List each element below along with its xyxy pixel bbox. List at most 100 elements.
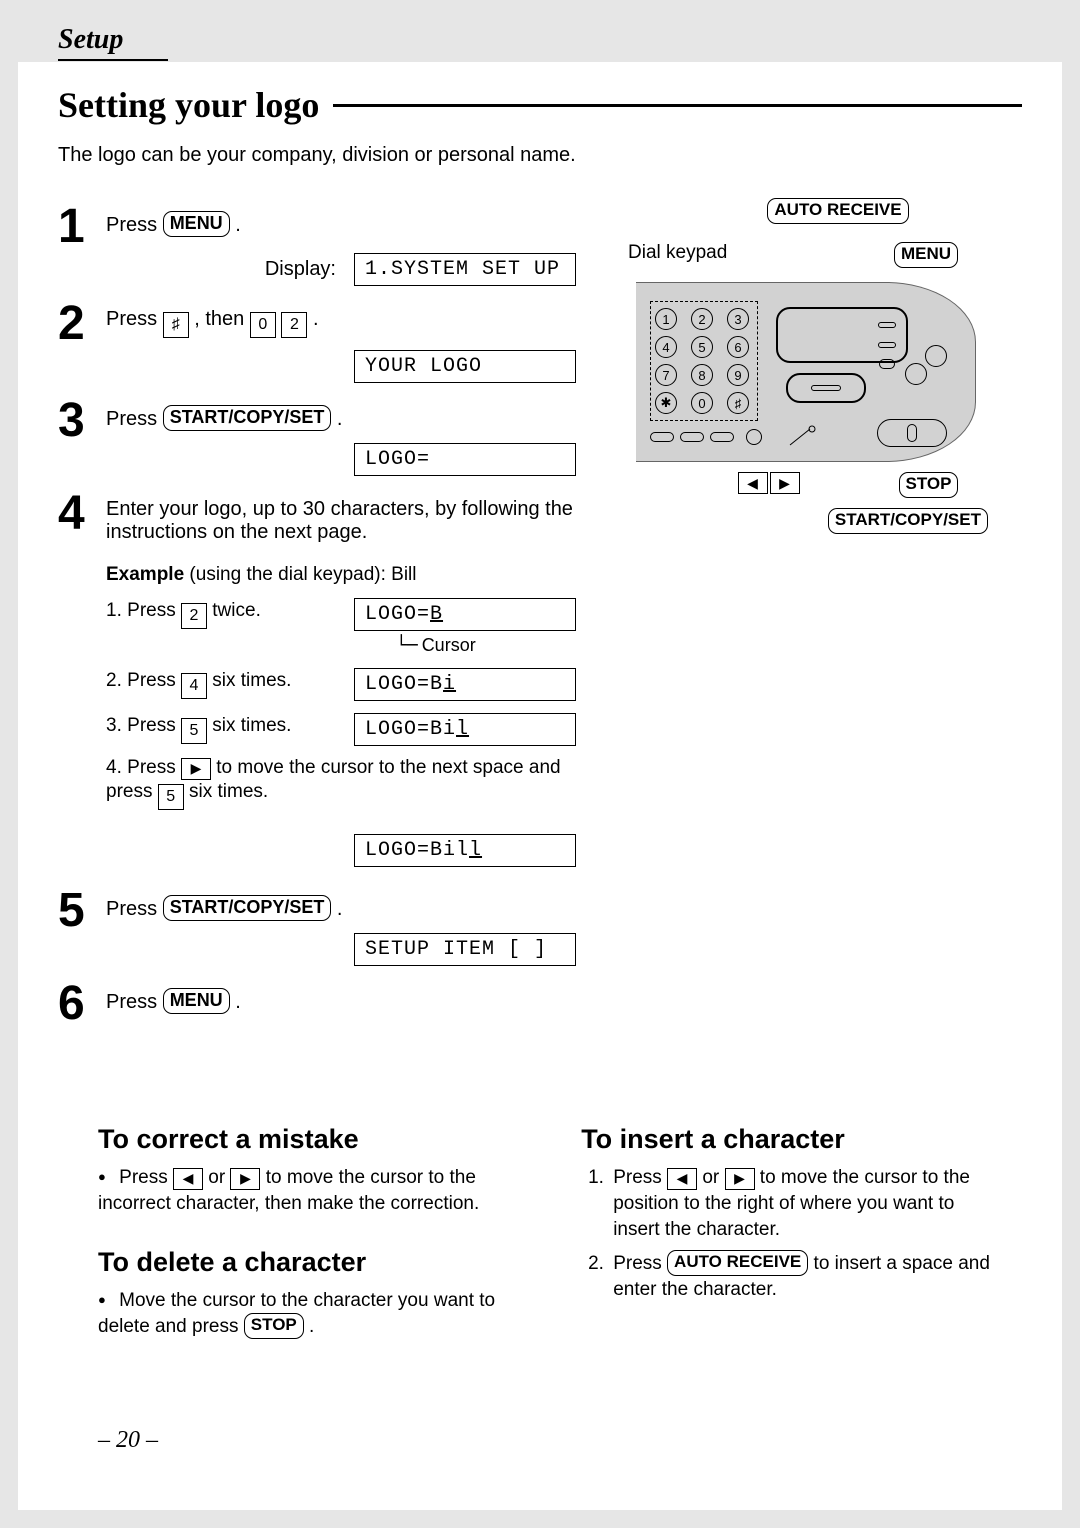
keypad-key: ♯	[727, 392, 749, 414]
stop-label: STOP	[899, 472, 959, 498]
step-number: 5	[58, 887, 92, 935]
lcd-display: LOGO=Bi	[354, 668, 576, 701]
keypad-key: 7	[655, 364, 677, 386]
insert-heading: To insert a character	[581, 1124, 1004, 1155]
substep-text: six times.	[212, 670, 291, 691]
right-arrow-key: ▶	[725, 1168, 755, 1190]
step-text: Enter your logo, up to 30 characters, by…	[106, 498, 573, 543]
lcd-display: SETUP ITEM [ ]	[354, 933, 576, 966]
mic-icon	[786, 425, 822, 447]
lcd-display: LOGO=Bil	[354, 713, 576, 746]
cursor-tick: └─	[396, 635, 418, 656]
header-title: Setup	[58, 18, 168, 61]
intro-text: The logo can be your company, division o…	[58, 144, 1022, 167]
keypad-key: 4	[655, 336, 677, 358]
insert-step-2: Press AUTO RECEIVE to insert a space and…	[609, 1250, 1004, 1302]
right-arrow-key: ▶	[230, 1168, 260, 1190]
right-arrow-icon: ▶	[770, 472, 800, 494]
display-label: Display:	[106, 258, 336, 281]
autoreceive-label: AUTO RECEIVE	[767, 198, 908, 224]
delete-heading: To delete a character	[98, 1247, 521, 1278]
start-button: START/COPY/SET	[163, 405, 332, 431]
substep-text: twice.	[212, 600, 261, 621]
stop-button: STOP	[244, 1313, 304, 1339]
correct-body: Press ◀ or ▶ to move the cursor to the i…	[98, 1165, 521, 1216]
step-text: , then	[194, 308, 244, 330]
keypad-key: 5	[691, 336, 713, 358]
arrow-buttons: ◀▶	[738, 472, 800, 498]
section-title-row: Setting your logo	[58, 84, 1022, 126]
step-4: 4 Enter your logo, up to 30 characters, …	[58, 490, 1022, 867]
pill-button	[680, 432, 704, 442]
step-6: 6 Press MENU .	[58, 980, 1022, 1028]
substep-num: 2.	[106, 670, 122, 691]
substep-num: 3.	[106, 715, 122, 736]
device-diagram: AUTO RECEIVE Dial keypad MENU 1 2 3 4 5 …	[618, 198, 998, 534]
lcd-display: LOGO=B	[354, 598, 576, 631]
substep-text: Press	[127, 600, 176, 621]
substep-text: six times.	[212, 715, 291, 736]
substep-text: Press	[127, 757, 176, 778]
step-text: Press	[106, 991, 157, 1013]
zero-key: 0	[250, 312, 276, 338]
left-arrow-key: ◀	[667, 1168, 697, 1190]
menu-button: MENU	[163, 211, 230, 237]
five-key: 5	[158, 784, 184, 810]
keypad-key: 9	[727, 364, 749, 386]
device-body: 1 2 3 4 5 6 7 8 9 ✱ 0 ♯	[636, 282, 976, 462]
display-area	[776, 307, 908, 363]
slot-icon	[811, 385, 841, 391]
handle-button	[877, 419, 947, 447]
autoreceive-button: AUTO RECEIVE	[667, 1250, 808, 1276]
round-button	[746, 429, 762, 445]
step-text: Press	[106, 898, 157, 920]
correct-heading: To correct a mistake	[98, 1124, 521, 1155]
step-text: Press	[106, 308, 157, 330]
substep-text: Press	[127, 715, 176, 736]
substep-text: Press	[127, 670, 176, 691]
lower-section: To correct a mistake Press ◀ or ▶ to mov…	[98, 1094, 1018, 1340]
pill-button	[650, 432, 674, 442]
keypad-key: 8	[691, 364, 713, 386]
cursor-label: Cursor	[422, 635, 476, 656]
keypad-key: 3	[727, 308, 749, 330]
two-key: 2	[281, 312, 307, 338]
bottom-buttons	[650, 429, 762, 445]
keypad: 1 2 3 4 5 6 7 8 9 ✱ 0 ♯	[650, 301, 758, 421]
example-label: Example	[106, 564, 184, 585]
slot-icon	[878, 342, 896, 348]
step-5: 5 Press START/COPY/SET . SETUP ITEM [ ]	[58, 887, 1022, 966]
device-button	[905, 363, 927, 385]
pill-button	[710, 432, 734, 442]
step-number: 4	[58, 490, 92, 538]
left-arrow-icon: ◀	[738, 472, 768, 494]
nav-buttons	[786, 373, 866, 403]
four-key: 4	[181, 673, 207, 699]
dial-keypad-label: Dial keypad	[628, 242, 727, 268]
menu-label: MENU	[894, 242, 958, 268]
lcd-display: YOUR LOGO	[354, 350, 576, 383]
step-number: 3	[58, 397, 92, 445]
step-number: 2	[58, 300, 92, 348]
slot-icon	[878, 322, 896, 328]
page: Setup Setting your logo The logo can be …	[18, 18, 1062, 1510]
lcd-display: LOGO=	[354, 443, 576, 476]
header-bar: Setup	[18, 18, 1062, 62]
device-button	[925, 345, 947, 367]
five-key: 5	[181, 718, 207, 744]
step-text: Press	[106, 408, 157, 430]
keypad-key: ✱	[655, 392, 677, 414]
keypad-key: 6	[727, 336, 749, 358]
substep-text: six times.	[189, 781, 268, 802]
step-number: 6	[58, 980, 92, 1028]
keypad-key: 0	[691, 392, 713, 414]
section-rule	[333, 104, 1022, 107]
substep-num: 4.	[106, 757, 122, 778]
page-background: Setup Setting your logo The logo can be …	[0, 0, 1080, 1528]
keypad-key: 2	[691, 308, 713, 330]
two-key: 2	[181, 603, 207, 629]
right-arrow-key: ▶	[181, 758, 211, 780]
sharp-key: ♯	[163, 312, 189, 338]
menu-button: MENU	[163, 988, 230, 1014]
delete-body: Move the cursor to the character you wan…	[98, 1288, 521, 1340]
